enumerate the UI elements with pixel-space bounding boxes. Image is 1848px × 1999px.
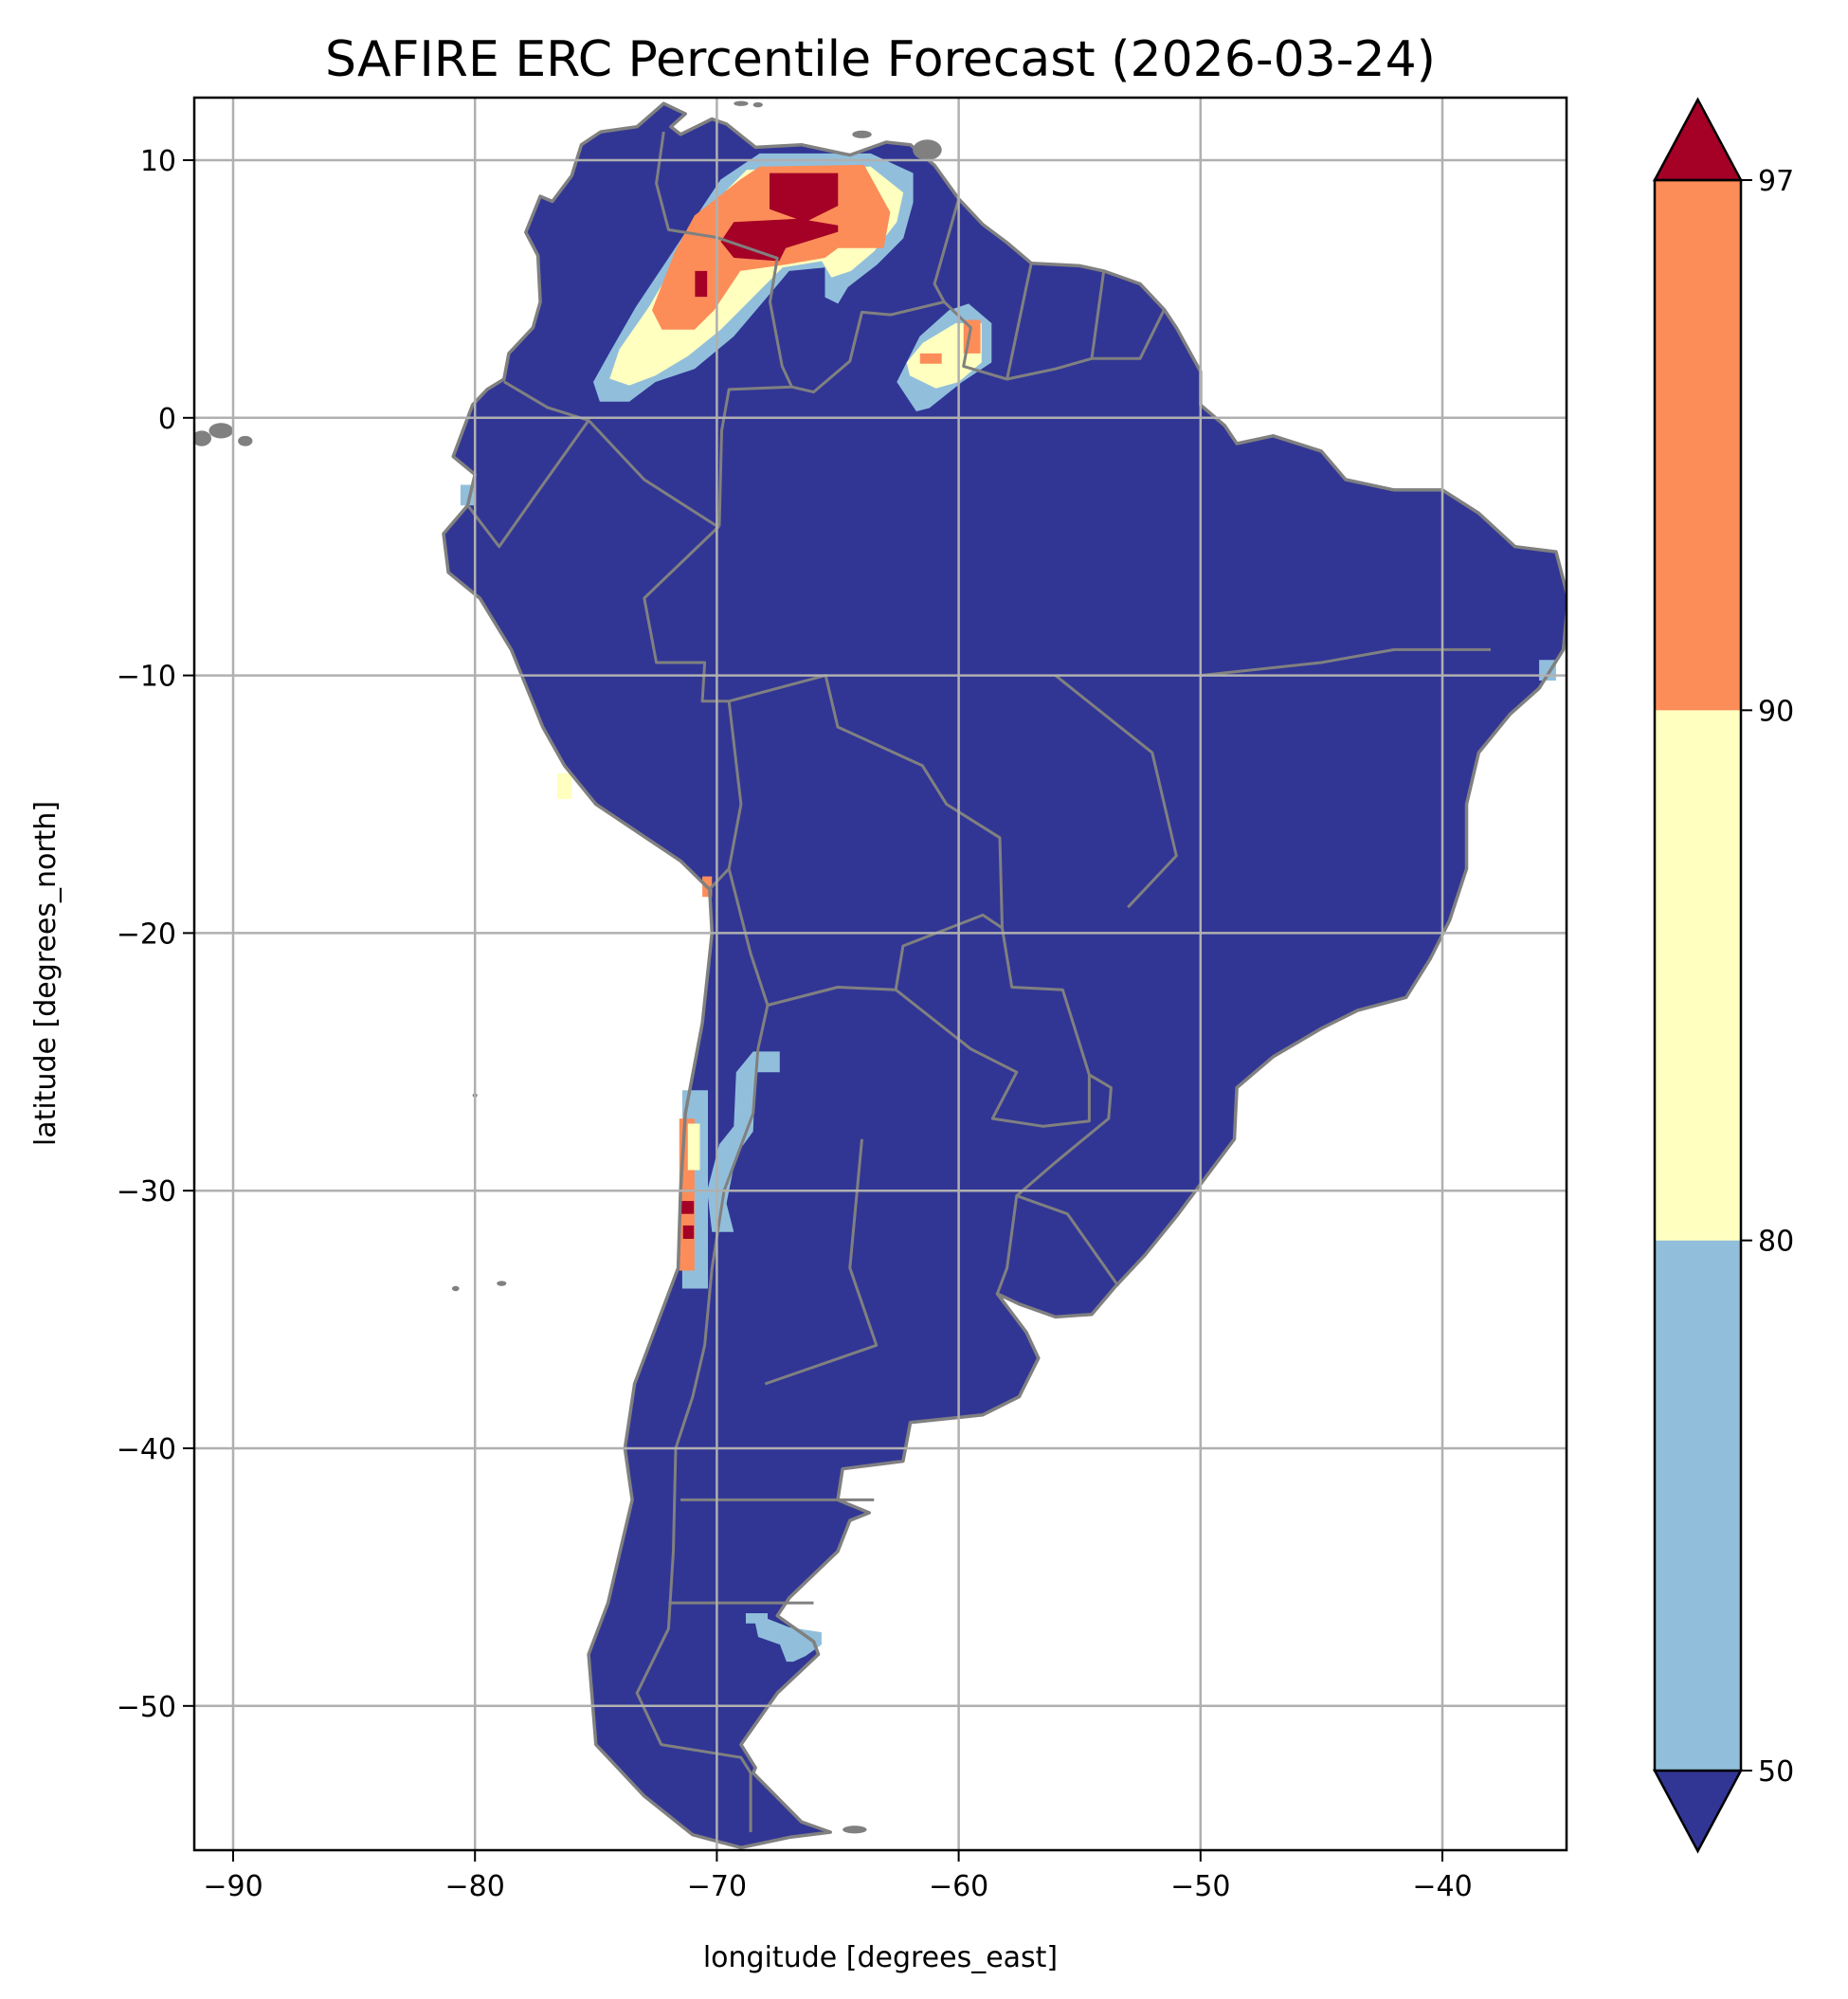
colorbar-tick-label: 90 xyxy=(1758,695,1794,728)
percentile-region-80-90 xyxy=(687,1123,700,1171)
admin-border xyxy=(943,300,1166,381)
x-tick-label: −40 xyxy=(1412,1870,1472,1903)
percentile-region-50-80 xyxy=(746,1613,822,1663)
percentile-region-gt97 xyxy=(682,1225,695,1239)
percentile-region-80-90 xyxy=(906,323,982,389)
y-tick-label: −50 xyxy=(117,1691,176,1724)
island xyxy=(451,1285,460,1292)
percentile-region-gt97 xyxy=(679,1201,695,1214)
island xyxy=(194,430,212,446)
colorbar-segment-80-90 xyxy=(1655,710,1741,1241)
x-tick-label: −60 xyxy=(929,1870,988,1903)
y-tick-label: −20 xyxy=(117,918,176,951)
admin-border xyxy=(708,867,731,891)
island xyxy=(913,139,942,161)
axes-frame xyxy=(192,96,1568,1852)
chart-title: SAFIRE ERC Percentile Forecast (2026-03-… xyxy=(325,31,1436,88)
admin-border xyxy=(1006,263,1033,380)
percentile-region-90-97 xyxy=(919,353,942,364)
island xyxy=(852,130,872,138)
admin-border xyxy=(995,1073,1113,1295)
gridlines xyxy=(194,98,1567,1850)
axis-ticks: −90 −80 −70 −60 −50 −40 10 0 −10 −20 −30 −40 −50 xyxy=(117,145,1473,1903)
colorbar-segment-50-80 xyxy=(1655,1240,1741,1771)
land-mass xyxy=(444,103,1567,1848)
x-tick-label: −70 xyxy=(687,1870,747,1903)
colorbar-extend-high xyxy=(1652,97,1744,182)
y-tick-label: −40 xyxy=(117,1433,176,1466)
colorbar-frame xyxy=(1653,178,1743,1772)
island xyxy=(497,1281,507,1286)
y-tick-label: −30 xyxy=(117,1175,176,1208)
island xyxy=(842,1826,867,1834)
admin-border xyxy=(727,674,1004,1007)
y-tick-label: 0 xyxy=(158,403,176,436)
admin-border xyxy=(764,1138,879,1386)
island xyxy=(734,100,749,106)
colorbar-extend-low xyxy=(1652,1769,1744,1854)
percentile-region-gt97 xyxy=(770,173,839,223)
admin-border xyxy=(895,927,1091,1128)
percentile-region-gt97 xyxy=(695,270,708,298)
colorbar-tick-label: 50 xyxy=(1758,1755,1794,1789)
admin-border xyxy=(1090,270,1106,359)
colorbar-tick-label: 97 xyxy=(1758,165,1794,198)
admin-border xyxy=(655,131,793,388)
colorbar-segment-90-97 xyxy=(1655,180,1741,711)
y-axis-label: latitude [degrees_north] xyxy=(29,801,63,1146)
admin-border xyxy=(466,419,590,549)
colorbar: 50 80 90 97 xyxy=(1652,97,1794,1854)
x-tick-label: −80 xyxy=(445,1870,505,1903)
admin-border xyxy=(791,198,961,394)
island xyxy=(238,435,253,446)
admin-border xyxy=(717,385,792,527)
map-layer xyxy=(194,98,1567,1850)
y-tick-label: 10 xyxy=(140,145,176,178)
admin-border xyxy=(1016,1194,1120,1287)
admin-border xyxy=(1054,674,1178,909)
x-tick-label: −90 xyxy=(203,1870,263,1903)
colorbar-tick-label: 80 xyxy=(1758,1226,1794,1259)
percentile-region-gt97 xyxy=(720,218,839,262)
admin-border xyxy=(643,524,730,703)
island xyxy=(208,423,234,439)
x-axis-label: longitude [degrees_east] xyxy=(703,1941,1058,1974)
island xyxy=(752,101,763,108)
percentile-region-80-90 xyxy=(557,772,572,800)
y-tick-label: −10 xyxy=(117,661,176,694)
x-tick-label: −50 xyxy=(1170,1870,1230,1903)
